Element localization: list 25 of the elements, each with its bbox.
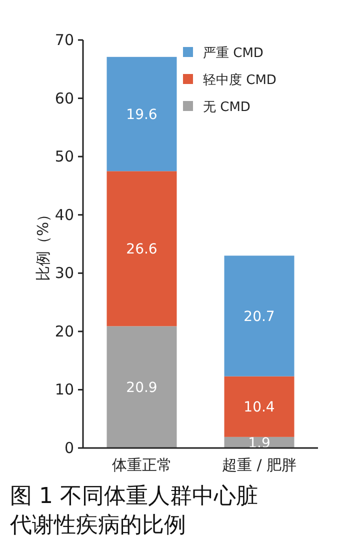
bar	[224, 376, 294, 437]
bar	[106, 326, 177, 448]
y-tick-label: 30	[54, 264, 74, 282]
y-tick-label: 40	[54, 206, 74, 224]
legend-label: 严重 CMD	[203, 46, 264, 61]
data-label: 20.7	[244, 308, 275, 325]
y-tick-label: 10	[54, 380, 74, 399]
legend-label: 轻中度 CMD	[203, 72, 276, 88]
x-tick-label: 超重 / 肥胖	[222, 456, 297, 474]
y-tick-label: 70	[54, 31, 74, 49]
y-axis-title: 比例（%）	[34, 206, 52, 282]
y-tick-label: 20	[54, 322, 74, 340]
bar	[224, 256, 294, 376]
data-label: 26.6	[126, 242, 158, 258]
y-tick-label: 50	[54, 148, 74, 166]
legend-label: 无 CMD	[203, 100, 250, 115]
data-label: 19.6	[126, 107, 158, 124]
x-tick-label: 体重正常	[112, 456, 172, 474]
bar	[106, 56, 177, 172]
bar	[106, 171, 177, 326]
data-label: 20.9	[126, 380, 158, 396]
title: 图 1 不同体重人群中心脏代谢性疾病的比例	[10, 483, 259, 540]
y-tick-label: 60	[54, 89, 74, 108]
y-tick-label: 0	[64, 439, 74, 457]
data-label: 10.4	[244, 400, 275, 416]
